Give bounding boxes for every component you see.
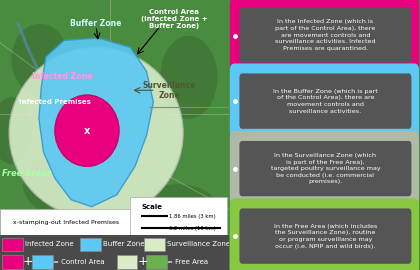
FancyBboxPatch shape <box>117 255 137 269</box>
FancyBboxPatch shape <box>239 208 412 264</box>
Ellipse shape <box>160 36 218 119</box>
FancyBboxPatch shape <box>80 238 101 251</box>
Text: +: + <box>23 255 34 268</box>
Ellipse shape <box>0 97 32 164</box>
Text: 6.2 miles (10 km): 6.2 miles (10 km) <box>169 226 216 231</box>
Text: Buffer Zone: Buffer Zone <box>71 19 122 28</box>
Text: Control Area
(Infected Zone +
Buffer Zone): Control Area (Infected Zone + Buffer Zon… <box>141 9 207 29</box>
FancyBboxPatch shape <box>239 141 412 196</box>
Text: In the Free Area (which includes
the Surveillance Zone), routine
or program surv: In the Free Area (which includes the Sur… <box>274 224 377 249</box>
Text: In the Infected Zone (which is
part of the Control Area), there
are movement con: In the Infected Zone (which is part of t… <box>275 19 376 51</box>
FancyBboxPatch shape <box>2 255 23 269</box>
FancyBboxPatch shape <box>2 238 23 251</box>
Text: Infected Premises: Infected Premises <box>19 99 91 105</box>
FancyBboxPatch shape <box>230 63 419 139</box>
FancyBboxPatch shape <box>0 0 229 238</box>
Text: = Free Area: = Free Area <box>167 259 208 265</box>
Text: In the Surveillance Zone (which
is part of the Free Area),
targeted poultry surv: In the Surveillance Zone (which is part … <box>270 153 380 184</box>
Text: 1.86 miles (3 km): 1.86 miles (3 km) <box>169 214 216 219</box>
Polygon shape <box>39 38 153 207</box>
FancyBboxPatch shape <box>229 0 420 270</box>
FancyBboxPatch shape <box>230 0 419 73</box>
FancyBboxPatch shape <box>230 131 419 207</box>
Text: x: x <box>84 126 90 136</box>
Text: Surveillance Zone: Surveillance Zone <box>167 241 230 247</box>
Text: Surveillance
Zone: Surveillance Zone <box>143 80 196 100</box>
Text: +: + <box>137 255 148 268</box>
Text: = Control Area: = Control Area <box>52 259 104 265</box>
FancyBboxPatch shape <box>131 197 227 235</box>
Ellipse shape <box>55 95 119 166</box>
FancyBboxPatch shape <box>239 7 412 63</box>
FancyBboxPatch shape <box>144 238 165 251</box>
FancyBboxPatch shape <box>230 198 419 270</box>
Ellipse shape <box>23 154 92 214</box>
Ellipse shape <box>9 48 183 219</box>
Text: x-stamping-out Infected Premises: x-stamping-out Infected Premises <box>13 220 119 225</box>
Text: Infected Zone: Infected Zone <box>25 241 74 247</box>
Ellipse shape <box>137 184 218 232</box>
FancyBboxPatch shape <box>239 73 412 129</box>
FancyBboxPatch shape <box>32 255 52 269</box>
Text: Buffer Zone: Buffer Zone <box>103 241 144 247</box>
Ellipse shape <box>11 24 69 95</box>
FancyBboxPatch shape <box>147 255 167 269</box>
Text: Free Areas: Free Areas <box>3 169 52 178</box>
FancyBboxPatch shape <box>0 209 133 235</box>
FancyBboxPatch shape <box>0 235 229 270</box>
Text: In the Buffer Zone (which is part
of the Control Area), there are
movement contr: In the Buffer Zone (which is part of the… <box>273 89 378 114</box>
Text: Infected Zone: Infected Zone <box>32 72 92 80</box>
Text: Scale: Scale <box>142 204 163 210</box>
